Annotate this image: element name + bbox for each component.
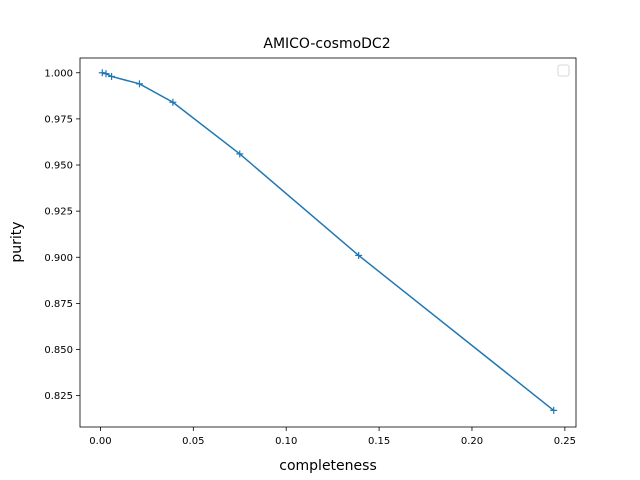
x-axis-label: completeness: [279, 458, 376, 474]
series-line: [102, 72, 555, 411]
data-point: [236, 150, 244, 158]
y-tick-label: 0.900: [44, 253, 73, 264]
chart-title: AMICO-cosmoDC2: [263, 36, 390, 52]
legend-box: [557, 64, 570, 77]
y-tick-label: 0.850: [44, 345, 73, 356]
plot-frame: [79, 57, 577, 428]
y-tick-label: 0.825: [44, 391, 73, 402]
y-tick-label: 0.925: [44, 207, 73, 218]
y-tick-label: 0.950: [44, 161, 73, 172]
y-axis-label: purity: [9, 221, 25, 262]
plot-area: [79, 57, 577, 428]
y-axis: 0.825 0.850 0.875 0.900 0.925 0.950 0.975 1.000: [44, 68, 80, 402]
x-tick-label: 0.05: [182, 436, 204, 447]
series-layer: [98, 69, 558, 414]
data-point: [355, 251, 363, 259]
x-tick-label: 0.10: [275, 436, 297, 447]
x-tick-label: 0.00: [89, 436, 111, 447]
data-point: [550, 406, 558, 414]
data-point: [102, 70, 110, 78]
data-point: [108, 72, 116, 80]
y-tick-label: 1.000: [44, 68, 73, 79]
x-axis: 0.00 0.05 0.10 0.15 0.20 0.25: [89, 427, 576, 447]
x-tick-label: 0.15: [368, 436, 390, 447]
data-point: [98, 69, 106, 77]
data-point: [169, 98, 177, 106]
x-tick-label: 0.20: [461, 436, 483, 447]
x-tick-label: 0.25: [554, 436, 576, 447]
y-tick-label: 0.875: [44, 299, 73, 310]
data-point: [135, 80, 143, 88]
y-tick-label: 0.975: [44, 114, 73, 125]
